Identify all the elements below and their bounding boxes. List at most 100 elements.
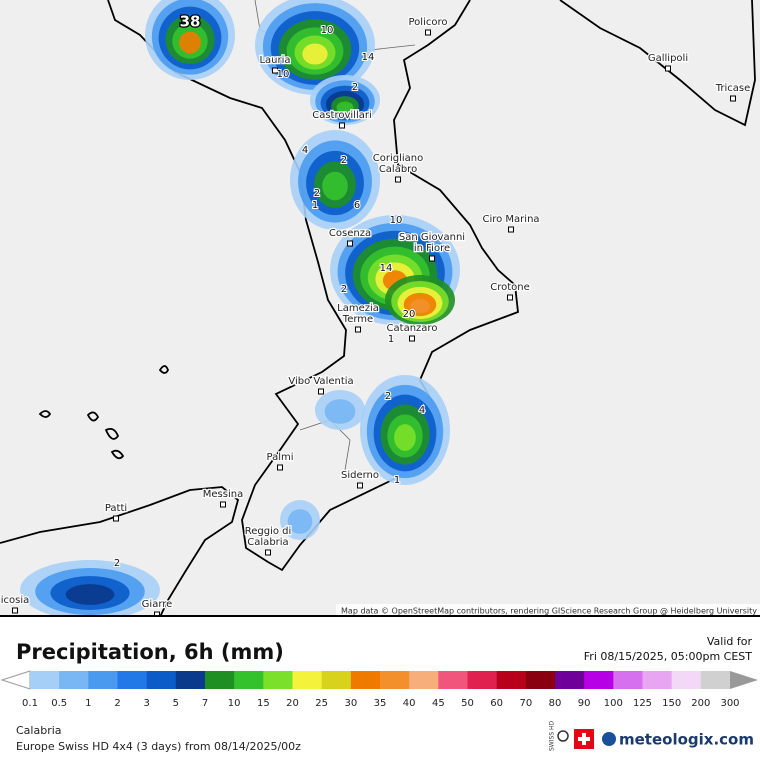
colorbar-tick-label: 7 bbox=[202, 698, 208, 709]
region: Calabria bbox=[16, 724, 62, 737]
contour-label: 2 bbox=[341, 284, 347, 295]
contour-label: 6 bbox=[354, 200, 360, 211]
contour-label: 20 bbox=[403, 309, 416, 320]
colorbar-tick-label: 10 bbox=[228, 698, 241, 709]
city-label: Palmi bbox=[266, 452, 293, 463]
colorbar-box bbox=[671, 671, 702, 689]
colorbar-box bbox=[496, 671, 527, 689]
city-marker bbox=[730, 95, 736, 102]
map-labels: Policoro Gallipoli Tricase Lauria Castrovill… bbox=[0, 11, 752, 617]
colorbar-box bbox=[380, 671, 410, 689]
swiss-cross bbox=[578, 733, 590, 745]
city-marker bbox=[272, 67, 278, 74]
colorbar-box bbox=[146, 671, 177, 689]
contour-label: 10 bbox=[390, 215, 403, 226]
city-label: Patti bbox=[105, 503, 127, 514]
city-label: Corigliano bbox=[373, 153, 423, 164]
attribution-bg bbox=[336, 604, 760, 617]
colorbar-box bbox=[409, 671, 439, 689]
colorbar-box bbox=[117, 671, 148, 689]
city-marker bbox=[277, 464, 283, 471]
colorbar-arrow-right bbox=[730, 671, 758, 689]
colorbar-box bbox=[438, 671, 468, 689]
colorbar-box bbox=[205, 671, 235, 689]
city-label: Catanzaro bbox=[387, 323, 438, 334]
colorbar-tick-label: 90 bbox=[578, 698, 591, 709]
colorbar-arrow-left bbox=[0, 670, 31, 690]
colorbar-box bbox=[30, 671, 60, 689]
city-label: in Fiore bbox=[414, 243, 450, 254]
city-label: Crotone bbox=[490, 282, 530, 293]
city-label: Cosenza bbox=[329, 228, 371, 239]
city-label: Terme bbox=[342, 314, 373, 325]
logo: meteologix.com bbox=[619, 731, 754, 749]
precip-area bbox=[324, 399, 356, 424]
city-marker bbox=[357, 482, 363, 489]
precip-area bbox=[65, 584, 115, 605]
contour-label: 1 bbox=[388, 334, 394, 345]
contour-label: 14 bbox=[362, 52, 375, 63]
precip-area bbox=[179, 31, 201, 54]
colorbar-tick-label: 35 bbox=[374, 698, 387, 709]
colorbar-box bbox=[584, 671, 614, 689]
contour-label: 2 bbox=[352, 82, 358, 93]
colorbar-tick-label: 0.1 bbox=[22, 698, 38, 709]
valid-time: Fri 08/15/2025, 05:00pm CEST bbox=[584, 650, 753, 663]
city-marker bbox=[154, 611, 160, 617]
colorbar-tick-label: 200 bbox=[691, 698, 710, 709]
colorbar-box bbox=[525, 671, 556, 689]
city-label: icosia bbox=[1, 595, 30, 606]
contour-label: 10 bbox=[277, 69, 290, 80]
colorbar-box bbox=[59, 671, 89, 689]
city-label: Policoro bbox=[409, 17, 448, 28]
city-label: Lamezia bbox=[337, 303, 379, 314]
attribution: Map data © OpenStreetMap contributors, r… bbox=[341, 607, 757, 616]
precip-area bbox=[410, 298, 430, 314]
colorbar-box bbox=[642, 671, 673, 689]
contour-label: 10 bbox=[321, 25, 334, 36]
colorbar-tick-label: 2 bbox=[114, 698, 120, 709]
city-marker bbox=[355, 326, 361, 333]
colorbar-box bbox=[234, 671, 264, 689]
city-marker bbox=[429, 255, 435, 262]
colorbar-tick-label: 1 bbox=[85, 698, 91, 709]
precip-area bbox=[302, 43, 328, 65]
city-label: San Giovanni bbox=[399, 232, 465, 243]
city-label: Messina bbox=[203, 489, 243, 500]
city-marker bbox=[409, 335, 415, 342]
colorbar-box bbox=[292, 671, 323, 689]
contour-label: 14 bbox=[380, 263, 393, 274]
city-label: Calabro bbox=[379, 164, 417, 175]
city-marker bbox=[395, 176, 401, 183]
precip-area bbox=[336, 101, 354, 114]
city-marker bbox=[508, 226, 514, 233]
colorbar-box bbox=[555, 671, 585, 689]
city-marker bbox=[265, 549, 271, 556]
city-marker bbox=[347, 240, 353, 247]
city-label: Calabria bbox=[247, 537, 288, 548]
colorbar-box bbox=[175, 671, 206, 689]
colorbar-tick-label: 40 bbox=[403, 698, 416, 709]
valid-label: Valid for bbox=[707, 635, 753, 648]
colorbar-box bbox=[467, 671, 498, 689]
colorbar-tick-label: 0.5 bbox=[51, 698, 67, 709]
colorbar-tick-label: 15 bbox=[257, 698, 270, 709]
colorbar-box bbox=[700, 671, 731, 689]
precip-area bbox=[322, 171, 348, 201]
map: Policoro Gallipoli Tricase Lauria Castrovill… bbox=[0, 0, 760, 617]
city-marker bbox=[12, 607, 18, 614]
city-marker bbox=[318, 388, 324, 395]
city-label: Castrovillari bbox=[312, 110, 372, 121]
contour-label: 4 bbox=[419, 405, 425, 416]
precip-area bbox=[394, 424, 416, 451]
legend-title: Precipitation, 6h (mm) bbox=[16, 640, 284, 664]
colorbar-tick-label: 20 bbox=[286, 698, 299, 709]
city-marker bbox=[113, 515, 119, 522]
colorbar-tick-label: 25 bbox=[315, 698, 328, 709]
max-label: 38 bbox=[180, 13, 201, 31]
colorbar-box bbox=[321, 671, 352, 689]
colorbar-tick-label: 60 bbox=[490, 698, 503, 709]
city-marker bbox=[220, 501, 226, 508]
city-marker bbox=[665, 65, 671, 72]
precipitation bbox=[20, 0, 460, 617]
